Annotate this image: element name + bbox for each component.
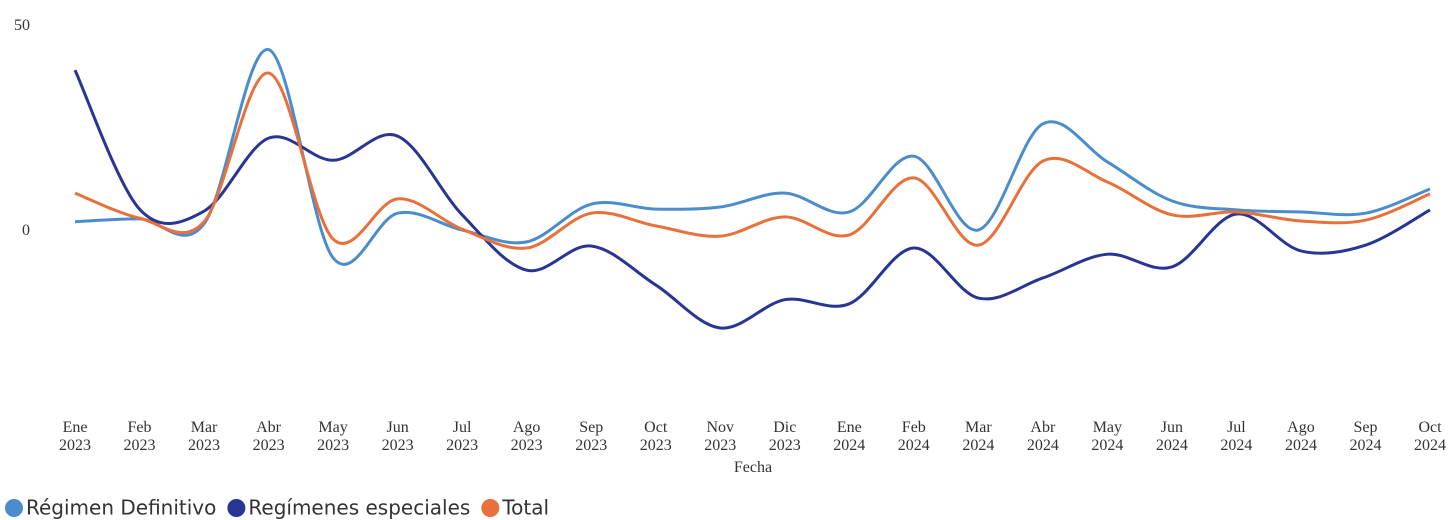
x-tick-label: Jul 2023 — [446, 419, 478, 454]
legend-label: Regímenes especiales — [248, 496, 470, 520]
series-line — [74, 48, 1431, 266]
x-tick-label: Jun 2024 — [1156, 419, 1188, 454]
y-tick-label: 0 — [22, 222, 30, 239]
legend-label: Régimen Definitivo — [26, 496, 216, 520]
legend-marker — [481, 499, 500, 517]
x-tick-label: Ago 2023 — [511, 419, 543, 454]
x-tick-label: Nov 2023 — [704, 419, 736, 454]
x-tick-label: Oct 2023 — [640, 419, 672, 454]
x-tick-label: Feb 2024 — [898, 419, 930, 454]
legend-marker — [227, 499, 246, 517]
x-tick-label: Sep 2024 — [1349, 419, 1381, 454]
x-tick-label: Mar 2024 — [962, 419, 994, 454]
x-tick-label: Mar 2023 — [188, 419, 220, 454]
x-tick-label: Sep 2023 — [575, 419, 607, 454]
x-tick-label: Jun 2023 — [382, 419, 414, 454]
series-line — [74, 71, 1431, 250]
x-tick-label: Abr 2024 — [1027, 419, 1059, 454]
x-tick-label: Oct 2024 — [1414, 419, 1446, 454]
x-tick-label: Ene 2024 — [833, 419, 865, 454]
y-tick-label: 50 — [14, 17, 30, 34]
x-tick-label: Abr 2023 — [253, 419, 285, 454]
x-tick-label: May 2024 — [1091, 419, 1123, 454]
x-axis-label: Fecha — [734, 459, 772, 476]
x-tick-label: Ene 2023 — [59, 419, 91, 454]
x-tick-label: Feb 2023 — [124, 419, 156, 454]
legend-marker — [5, 499, 23, 517]
x-tick-label: May 2023 — [317, 419, 349, 454]
x-tick-label: Ago 2024 — [1285, 419, 1317, 454]
x-tick-label: Dic 2023 — [769, 419, 801, 454]
legend-label: Total — [501, 496, 549, 520]
x-tick-label: Jul 2024 — [1220, 419, 1252, 454]
series-line — [73, 69, 1431, 330]
